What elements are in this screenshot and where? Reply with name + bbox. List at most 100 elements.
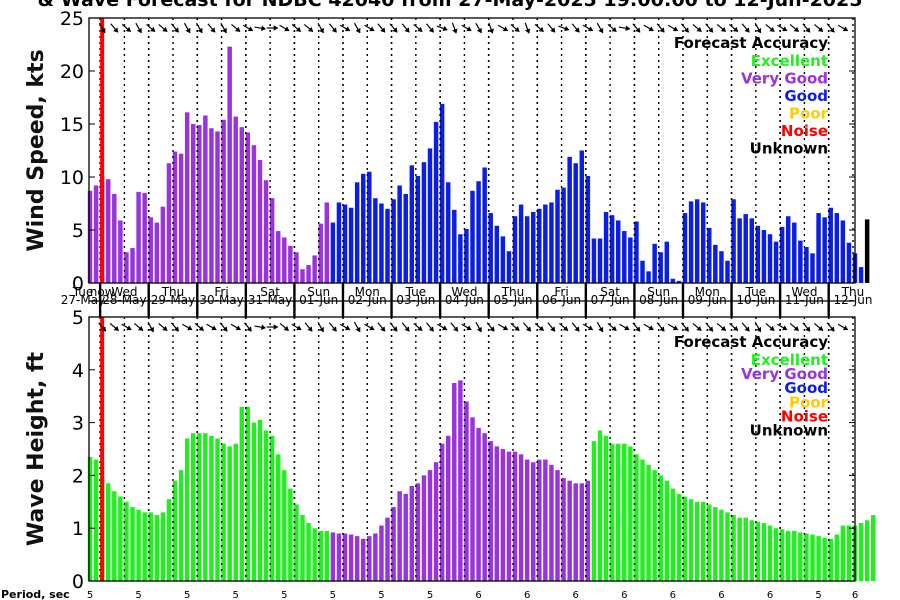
direction-arrow (571, 23, 580, 33)
wave-bar (154, 515, 160, 581)
y-tick-label: 0 (72, 571, 84, 593)
wind-bar (184, 112, 190, 283)
direction-arrow (98, 22, 106, 34)
day-date: 09-Jun (688, 293, 727, 307)
direction-arrow (353, 321, 361, 333)
wave-bar (488, 441, 493, 581)
direction-arrow (716, 24, 726, 32)
wind-bar (822, 217, 827, 283)
wind-bar (379, 203, 384, 283)
wind-bar (439, 103, 445, 283)
wind-bar (178, 153, 184, 283)
wind-bar (512, 216, 518, 283)
direction-arrow (607, 24, 617, 32)
day-name: Thu (161, 285, 185, 299)
wind-bar (124, 252, 129, 283)
direction-arrow (534, 24, 544, 32)
direction-arrow (582, 24, 594, 32)
wind-bar (215, 131, 220, 283)
wind-bar (682, 213, 688, 283)
direction-arrow (304, 322, 313, 332)
wind-bar (239, 127, 245, 284)
wave-bar (148, 512, 153, 581)
direction-arrow (596, 22, 604, 34)
wind-bar (652, 243, 657, 283)
wave-bar (427, 470, 433, 581)
wave-bar (239, 406, 245, 581)
wave-bar (670, 488, 676, 581)
direction-arrow (121, 323, 132, 331)
direction-arrow (121, 24, 131, 32)
direction-arrow (523, 322, 532, 332)
wave-bar (197, 433, 202, 581)
direction-arrow (643, 24, 654, 32)
legend-entry: Poor (789, 393, 829, 411)
period-value: 6 (621, 590, 627, 600)
y-tick-label: 2 (72, 465, 84, 487)
wave-bar (300, 515, 305, 581)
direction-arrow (242, 24, 254, 32)
direction-arrow (401, 23, 410, 33)
direction-arrow (183, 22, 191, 34)
wave-bar (190, 433, 196, 581)
direction-arrow (291, 24, 301, 32)
wind-bar (640, 260, 645, 283)
direction-arrow (461, 24, 472, 32)
direction-arrow (497, 24, 509, 32)
direction-arrow (681, 23, 689, 33)
direction-arrow (389, 23, 398, 33)
wave-bar (828, 538, 833, 581)
direction-arrow (475, 321, 482, 333)
direction-arrow (279, 323, 289, 331)
wave-bar (160, 512, 166, 581)
wind-bar (567, 156, 572, 283)
direction-arrow (656, 322, 665, 332)
wave-bar (482, 433, 487, 581)
wind-bar (269, 198, 275, 283)
direction-arrow (146, 24, 156, 32)
wind-bar (300, 269, 305, 283)
wind-bar (87, 190, 93, 283)
wind-bar (615, 220, 621, 283)
wind-bar (476, 181, 481, 283)
direction-arrow (802, 23, 811, 33)
wave-bar (719, 509, 724, 581)
wind-bar (373, 198, 378, 283)
wave-bar (360, 538, 366, 581)
wave-bar (166, 499, 172, 581)
wave-bar (834, 534, 840, 581)
wave-bar (646, 464, 651, 581)
legend-entry: Good (784, 379, 828, 397)
direction-arrow (475, 22, 482, 34)
day-date: 10-Jun (736, 293, 775, 307)
period-value: 5 (184, 590, 190, 600)
period-label: Period, sec (1, 588, 70, 600)
wind-bar (543, 204, 548, 283)
wave-bar (257, 419, 263, 581)
y-axis-label: Wave Height, ft (24, 351, 49, 546)
direction-arrow (814, 24, 824, 32)
wind-bar (391, 199, 396, 283)
wave-bar (458, 380, 463, 581)
wave-bar (245, 406, 251, 581)
wind-bar (203, 115, 208, 284)
wave-bar (573, 483, 578, 581)
wave-bar (506, 451, 512, 581)
direction-arrow (488, 22, 494, 34)
day-date: 08-Jun (639, 293, 678, 307)
wave-bar (725, 512, 730, 581)
wind-bar (263, 180, 269, 283)
wave-bar (846, 525, 852, 581)
wind-bar (209, 128, 214, 283)
wave-bar (379, 525, 384, 581)
wind-bar (251, 145, 257, 283)
wave-bar (124, 501, 129, 581)
wave-bar (858, 522, 864, 581)
direction-arrow (243, 322, 252, 332)
direction-arrow (196, 22, 203, 34)
wave-bar (603, 435, 609, 581)
period-value: 5 (135, 590, 141, 600)
wind-bar (828, 207, 833, 283)
wave-bar (634, 454, 639, 581)
